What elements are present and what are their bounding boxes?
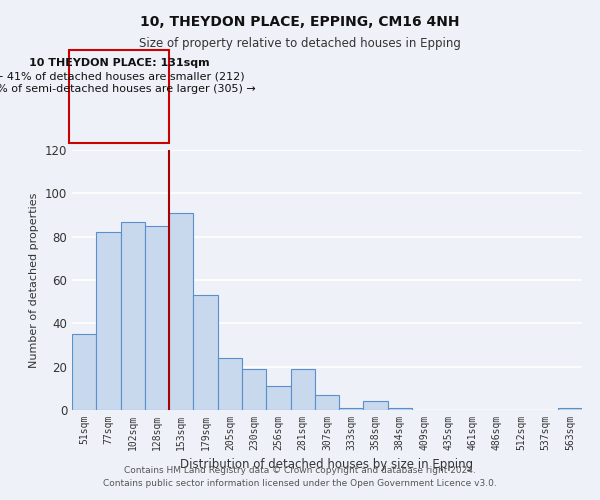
Bar bbox=[145, 226, 169, 410]
Text: Contains public sector information licensed under the Open Government Licence v3: Contains public sector information licen… bbox=[103, 478, 497, 488]
Bar bbox=[242, 369, 266, 410]
Bar bbox=[388, 408, 412, 410]
Text: 10 THEYDON PLACE: 131sqm: 10 THEYDON PLACE: 131sqm bbox=[29, 58, 209, 68]
Bar bbox=[169, 213, 193, 410]
Bar bbox=[218, 358, 242, 410]
Text: 10, THEYDON PLACE, EPPING, CM16 4NH: 10, THEYDON PLACE, EPPING, CM16 4NH bbox=[140, 15, 460, 29]
Bar bbox=[96, 232, 121, 410]
Text: Size of property relative to detached houses in Epping: Size of property relative to detached ho… bbox=[139, 38, 461, 51]
Text: ← 41% of detached houses are smaller (212): ← 41% of detached houses are smaller (21… bbox=[0, 72, 244, 82]
Text: 59% of semi-detached houses are larger (305) →: 59% of semi-detached houses are larger (… bbox=[0, 84, 256, 94]
Text: Contains HM Land Registry data © Crown copyright and database right 2024.: Contains HM Land Registry data © Crown c… bbox=[124, 466, 476, 475]
Bar bbox=[315, 395, 339, 410]
Bar bbox=[266, 386, 290, 410]
Bar bbox=[339, 408, 364, 410]
Bar bbox=[290, 369, 315, 410]
X-axis label: Distribution of detached houses by size in Epping: Distribution of detached houses by size … bbox=[181, 458, 473, 471]
Bar bbox=[72, 334, 96, 410]
Y-axis label: Number of detached properties: Number of detached properties bbox=[29, 192, 39, 368]
Bar bbox=[193, 295, 218, 410]
Bar bbox=[364, 402, 388, 410]
Bar bbox=[121, 222, 145, 410]
Bar bbox=[558, 408, 582, 410]
